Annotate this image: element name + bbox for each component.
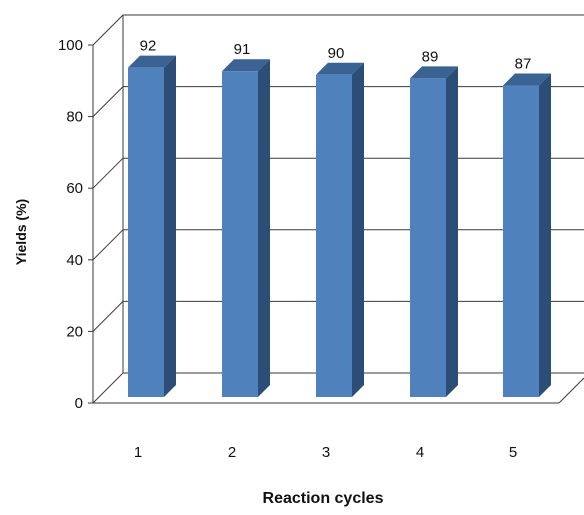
data-label: 91 bbox=[234, 41, 251, 58]
bar-side bbox=[258, 59, 270, 397]
bar-side bbox=[164, 55, 176, 397]
x-axis-ticks: 1 2 3 4 5 bbox=[134, 444, 517, 461]
bars: 92 91 90 89 87 bbox=[128, 38, 551, 398]
bar-side bbox=[446, 66, 458, 397]
gridline-side bbox=[92, 229, 124, 261]
gridline-side bbox=[92, 301, 124, 332]
data-label: 89 bbox=[422, 48, 439, 65]
gridline-side bbox=[92, 157, 124, 189]
y-axis-title: Yields (%) bbox=[13, 199, 29, 265]
data-label: 90 bbox=[328, 45, 345, 62]
y-tick-label: 100 bbox=[58, 37, 83, 54]
y-tick-label: 40 bbox=[66, 252, 83, 269]
bar-top bbox=[503, 73, 551, 86]
bar-top bbox=[222, 59, 270, 72]
bar bbox=[222, 71, 258, 397]
y-tick-label: 0 bbox=[75, 395, 83, 412]
x-tick-label: 5 bbox=[509, 444, 517, 461]
gridline-side bbox=[92, 372, 124, 404]
x-tick-label: 4 bbox=[416, 444, 424, 461]
data-label: 87 bbox=[515, 56, 532, 73]
bar-top bbox=[316, 62, 364, 75]
gridline-side bbox=[92, 14, 124, 46]
x-axis-title: Reaction cycles bbox=[263, 490, 384, 507]
y-tick-label: 60 bbox=[66, 180, 83, 197]
x-tick-label: 3 bbox=[322, 444, 330, 461]
bar-side bbox=[539, 73, 551, 397]
floor-right-edge bbox=[558, 377, 584, 404]
bar bbox=[316, 74, 352, 398]
data-label: 92 bbox=[140, 38, 157, 55]
bar-side bbox=[352, 62, 364, 398]
bar bbox=[503, 85, 539, 397]
x-tick-label: 2 bbox=[228, 444, 236, 461]
y-axis-ticks: 0 20 40 60 80 100 bbox=[58, 37, 83, 412]
bar bbox=[128, 67, 164, 397]
y-tick-label: 20 bbox=[66, 323, 83, 340]
x-tick-label: 1 bbox=[134, 444, 142, 461]
y-tick-label: 80 bbox=[66, 109, 83, 126]
bar-top bbox=[128, 55, 176, 68]
gridline-side bbox=[92, 86, 124, 117]
bar bbox=[410, 78, 446, 397]
bar-top bbox=[410, 66, 458, 79]
